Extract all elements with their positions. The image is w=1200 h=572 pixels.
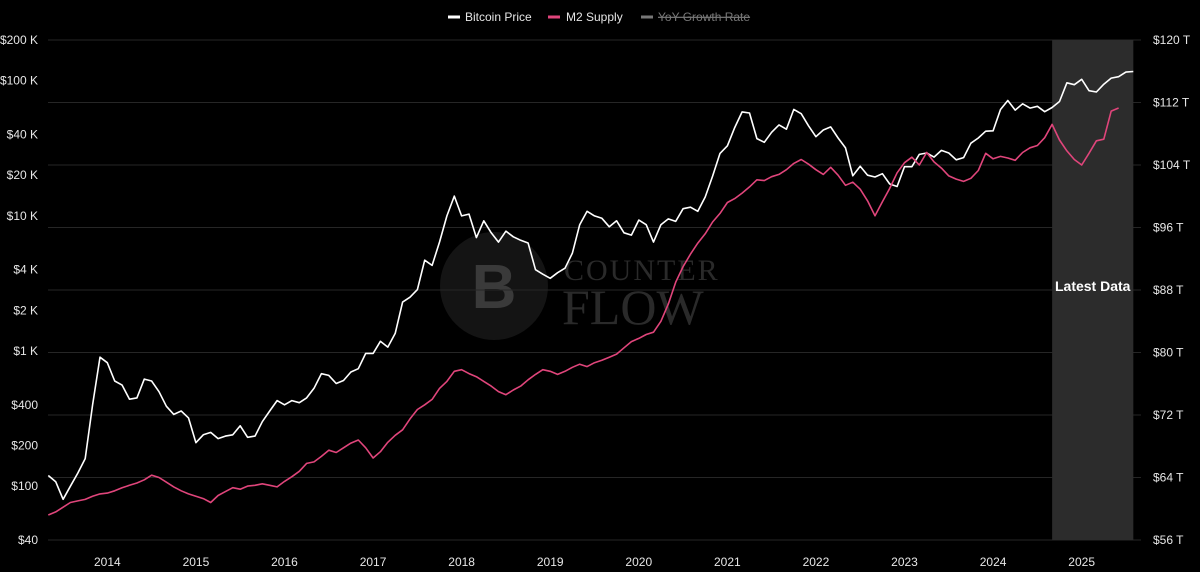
legend-item-bitcoin-price[interactable]: Bitcoin Price	[448, 10, 532, 24]
left-tick-label: $100	[11, 479, 38, 493]
left-tick-label: $1 K	[13, 344, 38, 358]
left-tick-label: $2 K	[13, 303, 38, 317]
x-tick-label: 2021	[714, 555, 741, 569]
watermark-coin-icon	[440, 232, 548, 340]
x-tick-label: 2018	[448, 555, 475, 569]
right-axis: $56 T $64 T $72 T $80 T $88 T $96 T $104 T $112…	[1153, 33, 1191, 547]
x-tick-label: 2024	[980, 555, 1007, 569]
watermark-line2: FLOW	[562, 279, 704, 335]
left-tick-label: $200 K	[0, 33, 38, 47]
series-layer	[47, 70, 1134, 516]
legend[interactable]: Bitcoin Price M2 Supply YoY Growth Rate	[448, 10, 750, 24]
legend-item-m2-supply[interactable]: M2 Supply	[548, 10, 623, 24]
right-tick-label: $120 T	[1153, 33, 1191, 47]
x-tick-label: 2020	[625, 555, 652, 569]
counterflow-watermark: B COUNTER FLOW	[440, 232, 720, 340]
left-tick-label: $40 K	[7, 127, 38, 141]
left-tick-label: $4 K	[13, 263, 38, 277]
latest-data-band	[1052, 40, 1134, 540]
x-tick-label: 2015	[183, 555, 210, 569]
right-tick-label: $104 T	[1153, 158, 1191, 172]
legend-label-bitcoin-price: Bitcoin Price	[465, 10, 532, 24]
left-axis: $40 $100 $200 $400 $1 K $2 K $4 K $10 K $20 K $40…	[0, 33, 38, 547]
legend-label-m2-supply: M2 Supply	[566, 10, 623, 24]
left-tick-label: $400	[11, 398, 38, 412]
right-tick-label: $112 T	[1153, 96, 1190, 110]
x-tick-label: 2017	[360, 555, 387, 569]
watermark-line1: COUNTER	[564, 254, 720, 287]
latest-data-label: Latest Data	[1055, 278, 1131, 294]
left-tick-label: $40	[18, 533, 38, 547]
x-axis: 2014 2015 2016 2017 2018 2019 2020 2021 2022 2023…	[94, 555, 1095, 569]
x-tick-label: 2023	[891, 555, 918, 569]
right-tick-label: $56 T	[1153, 533, 1184, 547]
left-tick-label: $100 K	[0, 74, 38, 88]
x-tick-label: 2019	[537, 555, 564, 569]
right-tick-label: $96 T	[1153, 221, 1184, 235]
gridlines	[48, 39, 1141, 541]
right-tick-label: $64 T	[1153, 471, 1184, 485]
m2-supply-line	[47, 107, 1119, 516]
left-tick-label: $10 K	[7, 209, 38, 223]
legend-label-yoy-growth-rate: YoY Growth Rate	[658, 10, 750, 24]
left-tick-label: $200	[11, 439, 38, 453]
legend-item-yoy-growth-rate[interactable]: YoY Growth Rate	[641, 10, 750, 24]
x-tick-label: 2022	[803, 555, 830, 569]
right-tick-label: $88 T	[1153, 283, 1184, 297]
right-tick-label: $80 T	[1153, 346, 1184, 360]
watermark-bitcoin-glyph: B	[472, 253, 517, 322]
left-tick-label: $20 K	[7, 168, 38, 182]
x-tick-label: 2016	[271, 555, 298, 569]
bitcoin-price-line	[47, 70, 1134, 501]
x-tick-label: 2025	[1068, 555, 1095, 569]
x-tick-label: 2014	[94, 555, 121, 569]
right-tick-label: $72 T	[1153, 408, 1184, 422]
